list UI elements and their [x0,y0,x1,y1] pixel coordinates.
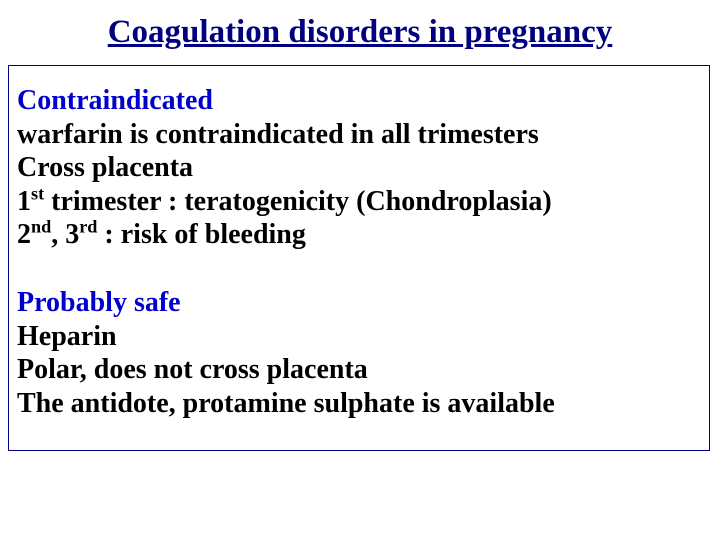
text-part: : risk of bleeding [97,219,305,250]
text-part: 2 [17,219,31,250]
section1-heading: Contraindicated [17,84,701,118]
superscript: rd [79,217,97,237]
text-part: trimester : teratogenicity (Chondroplasi… [44,186,552,217]
superscript: nd [31,217,51,237]
section2-line3: The antidote, protamine sulphate is avai… [17,387,701,421]
text-part: 1 [17,186,31,217]
section1-line3: 1st trimester : teratogenicity (Chondrop… [17,185,701,219]
text-part: , 3 [51,219,79,250]
section1-line2: Cross placenta [17,151,701,185]
section1-line1: warfarin is contraindicated in all trime… [17,118,701,152]
section-gap [17,252,701,286]
section1-line4: 2nd, 3rd : risk of bleeding [17,218,701,252]
section2-line2: Polar, does not cross placenta [17,353,701,387]
content-box: Contraindicated warfarin is contraindica… [8,65,710,451]
section2-line1: Heparin [17,320,701,354]
slide-title: Coagulation disorders in pregnancy [0,14,720,51]
section2-heading: Probably safe [17,286,701,320]
slide: Coagulation disorders in pregnancy Contr… [0,14,720,554]
superscript: st [31,183,44,203]
